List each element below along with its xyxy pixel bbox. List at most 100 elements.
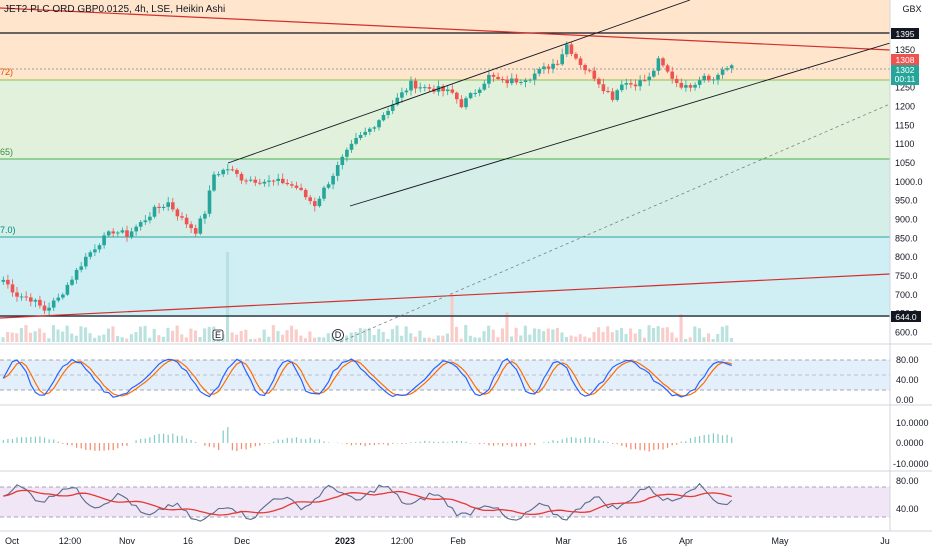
price-tick: 1050 (895, 158, 915, 168)
candle-body (477, 89, 482, 93)
volume-bar (303, 338, 307, 342)
event-marker-e[interactable]: E (212, 329, 224, 341)
candle-body (106, 231, 111, 236)
candle-body (244, 180, 248, 182)
candle-body (688, 85, 693, 88)
price-tick: 1350 (895, 45, 915, 55)
volume-bar (436, 335, 440, 342)
candle-body (38, 299, 42, 306)
candle-body (542, 66, 546, 70)
candle-body (148, 216, 152, 221)
time-axis-label: Oct (5, 536, 20, 546)
volume-bar (134, 332, 138, 342)
candle-body (565, 44, 569, 55)
candle-body (47, 307, 51, 311)
volume-bar (620, 328, 624, 342)
volume-bar (615, 330, 619, 342)
candle-body (697, 80, 702, 85)
candle-body (207, 190, 212, 214)
volume-bar (546, 328, 550, 342)
price-tick: 750.0 (895, 271, 918, 281)
fib-label-1: 72) (0, 67, 13, 77)
volume-bar (207, 326, 211, 342)
candle-body (79, 266, 83, 270)
time-axis-label: 2023 (335, 536, 355, 546)
stoch-pane[interactable] (0, 358, 890, 398)
time-axis-label: 16 (617, 536, 627, 546)
volume-bar (15, 333, 19, 342)
candle-body (670, 71, 674, 79)
macd-histogram (2, 427, 733, 452)
rsi-line (3, 482, 733, 522)
volume-bar (400, 335, 404, 342)
time-axis-label: Nov (119, 536, 136, 546)
volume-bar (276, 331, 280, 342)
channel-mid-dashed-line[interactable] (339, 103, 891, 343)
volume-bar (377, 328, 381, 342)
candle-body (642, 80, 647, 82)
red-resistance-line[interactable] (0, 7, 891, 51)
volume-bar (248, 339, 252, 342)
red-support-line[interactable] (0, 273, 891, 319)
volume-bar (464, 325, 468, 342)
candle-body (482, 83, 487, 90)
candle-body (203, 213, 207, 219)
candle-body (166, 202, 170, 207)
macd-pane[interactable] (2, 427, 733, 452)
tag-countdown-label: 00:11 (895, 74, 916, 84)
candle-body (93, 249, 97, 253)
candle-body (583, 65, 587, 71)
candle-body (455, 92, 459, 100)
candle-body (10, 284, 15, 293)
candle-body (258, 182, 262, 184)
volume-bar (33, 331, 37, 342)
candle-body (193, 228, 198, 234)
candle-body (656, 58, 661, 71)
volume-bar (565, 336, 569, 342)
candle-body (491, 74, 496, 77)
candle-body (500, 79, 505, 80)
candle-body (19, 296, 24, 298)
volume-bar (226, 252, 230, 342)
volume-bar (418, 330, 422, 342)
volume-bar (455, 326, 459, 342)
candle-body (560, 54, 564, 65)
volume-bar (88, 333, 92, 342)
volume-bar (203, 328, 207, 342)
volume-bar (29, 332, 33, 342)
candle-body (423, 87, 427, 89)
rsi-pane[interactable] (0, 482, 890, 522)
volume-bar (267, 336, 271, 342)
candle-body (519, 82, 523, 83)
candle-body (129, 231, 134, 237)
volume-bar (491, 329, 495, 342)
candle-body (606, 91, 610, 92)
fib-zone-top (0, 0, 890, 80)
price-ticks: 13501300125012001150110010501000.0950.09… (895, 45, 923, 338)
candle-body (386, 110, 390, 115)
candle-body (326, 184, 331, 188)
price-axis[interactable]: GBX 13501300125012001150110010501000.095… (889, 0, 929, 531)
volume-bar (532, 328, 536, 342)
volume-bar (537, 329, 541, 342)
candle-body (496, 76, 500, 79)
time-axis[interactable]: Oct 12:00 Nov 16 Dec 2023 12:00 Feb Mar 16 Apr May J… (5, 536, 890, 546)
candle-body (125, 230, 129, 237)
event-marker-d-label: D (335, 330, 342, 340)
volume-bar (597, 327, 601, 342)
candle-body (638, 80, 642, 87)
volume-bar (693, 326, 697, 342)
candle-body (84, 256, 88, 267)
volume-bar (729, 338, 733, 342)
volume-bar (633, 333, 637, 342)
candle-body (97, 245, 102, 250)
candle-body (340, 156, 345, 165)
channel-upper-line[interactable] (227, 0, 691, 164)
event-marker-d[interactable]: D (332, 329, 344, 341)
price-pane[interactable]: E D 72) 65) 7.0) (0, 0, 891, 343)
channel-lower-line[interactable] (349, 42, 891, 207)
stoch-tick-2: 0.00 (896, 395, 914, 405)
volume-bar (583, 336, 587, 342)
stoch-lines (2, 358, 732, 398)
